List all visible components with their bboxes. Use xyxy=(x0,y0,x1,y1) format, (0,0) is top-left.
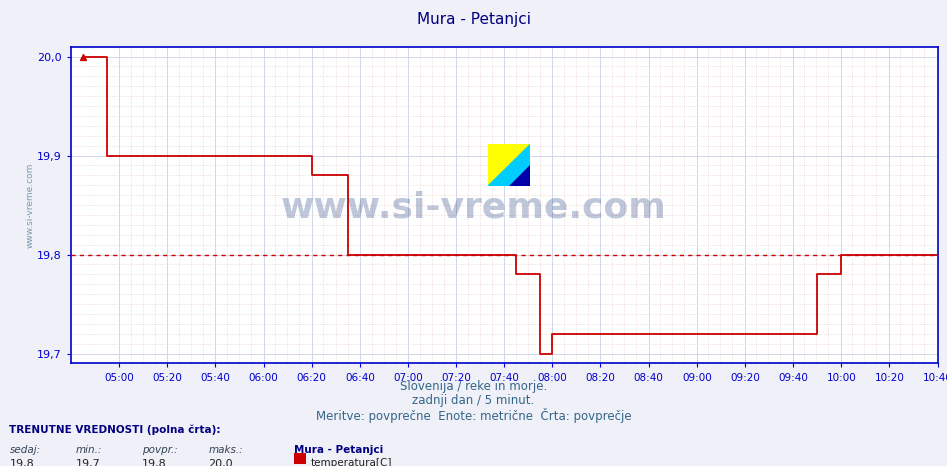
Y-axis label: www.si-vreme.com: www.si-vreme.com xyxy=(26,162,34,248)
Text: TRENUTNE VREDNOSTI (polna črta):: TRENUTNE VREDNOSTI (polna črta): xyxy=(9,424,221,435)
Text: Mura - Petanjci: Mura - Petanjci xyxy=(294,445,383,455)
Text: Slovenija / reke in morje.: Slovenija / reke in morje. xyxy=(400,380,547,393)
Text: zadnji dan / 5 minut.: zadnji dan / 5 minut. xyxy=(412,394,535,407)
Text: Meritve: povprečne  Enote: metrične  Črta: povprečje: Meritve: povprečne Enote: metrične Črta:… xyxy=(315,408,632,423)
Text: temperatura[C]: temperatura[C] xyxy=(311,458,392,466)
Text: sedaj:: sedaj: xyxy=(9,445,41,455)
Text: 19,7: 19,7 xyxy=(76,459,100,466)
Text: Mura - Petanjci: Mura - Petanjci xyxy=(417,12,530,27)
Text: povpr.:: povpr.: xyxy=(142,445,178,455)
Polygon shape xyxy=(488,144,530,186)
Text: www.si-vreme.com: www.si-vreme.com xyxy=(280,191,667,224)
Text: min.:: min.: xyxy=(76,445,102,455)
Text: maks.:: maks.: xyxy=(208,445,243,455)
Polygon shape xyxy=(488,144,530,186)
Polygon shape xyxy=(509,165,530,186)
Text: 19,8: 19,8 xyxy=(142,459,167,466)
Text: 19,8: 19,8 xyxy=(9,459,34,466)
Text: 20,0: 20,0 xyxy=(208,459,233,466)
